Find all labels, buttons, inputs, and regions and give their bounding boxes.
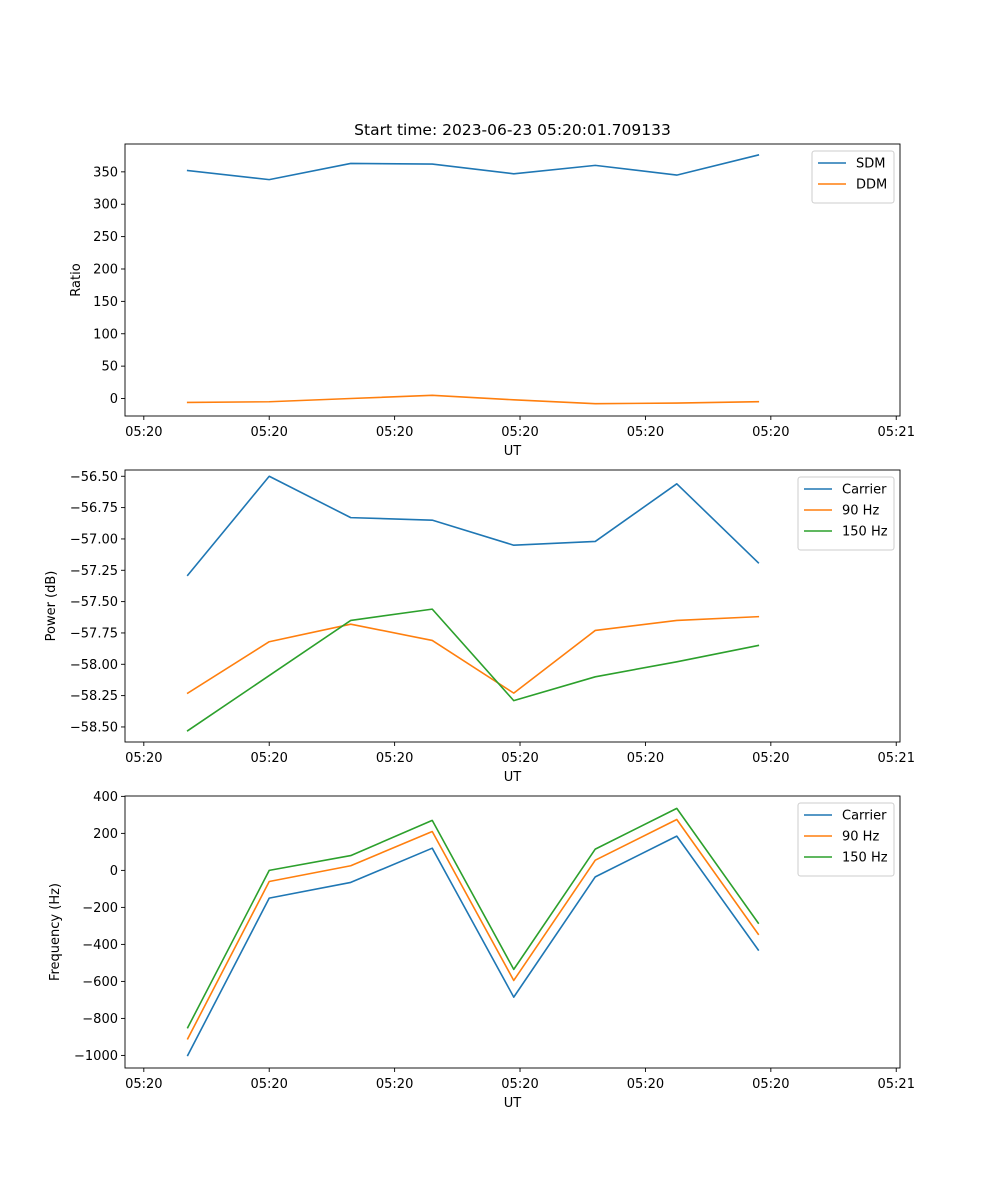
figure-title: Start time: 2023-06-23 05:20:01.709133 — [354, 121, 671, 139]
series-line-2 — [186, 818, 760, 1040]
y-tick-label: 300 — [93, 198, 118, 213]
y-tick-label: −57.50 — [70, 595, 118, 610]
x-tick-label: 05:21 — [878, 751, 915, 766]
x-tick-label: 05:21 — [878, 1077, 915, 1092]
panel-1: 05:20 05:20 05:20 05:20 05:20 05:20 05:21 0 50 10… — [69, 143, 915, 459]
y-tick-label: 100 — [93, 327, 118, 342]
x-axis-label: UT — [504, 1096, 522, 1111]
y-tick-label: −57.75 — [70, 626, 118, 641]
y-tick-label: −57.25 — [70, 564, 118, 579]
y-tick-label: 50 — [101, 360, 118, 375]
axes-frame — [124, 795, 901, 1069]
panel-2: 05:20 05:20 05:20 05:20 05:20 05:20 05:21 −58.5… — [44, 469, 915, 785]
series-line-1 — [186, 154, 760, 181]
y-tick-label: 0 — [110, 392, 118, 407]
series-line-2 — [186, 615, 760, 695]
panel-3: 05:20 05:20 05:20 05:20 05:20 05:20 05:21 −1000… — [48, 790, 915, 1111]
y-tick-label: −1000 — [74, 1049, 118, 1064]
legend-frame — [811, 150, 895, 204]
x-tick-label: 05:20 — [627, 425, 664, 440]
y-tick-label: −400 — [82, 938, 118, 953]
legend-label-2: DDM — [856, 178, 887, 193]
x-axis-label: UT — [504, 444, 522, 459]
x-axis-label: UT — [504, 770, 522, 785]
axes-frame — [124, 469, 901, 743]
y-tick-label: −200 — [82, 901, 118, 916]
y-tick-label: −56.75 — [70, 501, 118, 516]
x-tick-label: 05:20 — [627, 751, 664, 766]
x-tick-label: 05:20 — [501, 1077, 538, 1092]
x-tick-label: 05:20 — [250, 425, 287, 440]
y-tick-label: −600 — [82, 975, 118, 990]
y-tick-label: −800 — [82, 1012, 118, 1027]
y-tick-label: −58.25 — [70, 689, 118, 704]
y-tick-label: 250 — [93, 230, 118, 245]
series-line-1 — [186, 835, 760, 1057]
panels: 05:20 05:20 05:20 05:20 05:20 05:20 05:21 0 50 10… — [44, 143, 915, 1111]
y-tick-label: −58.50 — [70, 720, 118, 735]
x-tick-label: 05:20 — [627, 1077, 664, 1092]
y-tick-label: 350 — [93, 165, 118, 180]
legend-label-1: Carrier — [842, 809, 887, 824]
legend: Carrier 90 Hz 150 Hz — [797, 802, 895, 877]
x-tick-label: 05:20 — [501, 751, 538, 766]
x-tick-label: 05:20 — [125, 425, 162, 440]
series-line-1 — [186, 475, 760, 577]
y-axis-label: Ratio — [69, 263, 84, 296]
series-line-2 — [186, 394, 760, 405]
x-tick-label: 05:20 — [376, 425, 413, 440]
y-tick-label: 150 — [93, 295, 118, 310]
axes-frame — [124, 143, 901, 417]
legend-label-1: SDM — [856, 157, 885, 172]
legend-label-2: 90 Hz — [842, 830, 879, 845]
x-tick-label: 05:20 — [250, 751, 287, 766]
y-axis-label: Power (dB) — [44, 571, 59, 642]
y-tick-label: 0 — [110, 864, 118, 879]
legend-label-3: 150 Hz — [842, 851, 888, 866]
y-tick-label: −58.00 — [70, 658, 118, 673]
y-tick-label: −56.50 — [70, 470, 118, 485]
legend: SDM DDM — [811, 150, 895, 204]
legend: Carrier 90 Hz 150 Hz — [797, 476, 895, 551]
legend-label-3: 150 Hz — [842, 525, 888, 540]
legend-label-1: Carrier — [842, 483, 887, 498]
x-tick-label: 05:20 — [752, 1077, 789, 1092]
legend-label-2: 90 Hz — [842, 504, 879, 519]
series-line-3 — [186, 608, 760, 732]
x-tick-label: 05:20 — [501, 425, 538, 440]
y-tick-label: 200 — [93, 262, 118, 277]
x-tick-label: 05:20 — [125, 751, 162, 766]
x-tick-label: 05:20 — [376, 751, 413, 766]
x-tick-label: 05:20 — [250, 1077, 287, 1092]
x-tick-label: 05:21 — [878, 425, 915, 440]
x-tick-label: 05:20 — [752, 751, 789, 766]
y-axis-label: Frequency (Hz) — [48, 883, 63, 981]
x-tick-label: 05:20 — [752, 425, 789, 440]
y-tick-label: 200 — [93, 827, 118, 842]
x-tick-label: 05:20 — [125, 1077, 162, 1092]
y-tick-label: −57.00 — [70, 532, 118, 547]
y-tick-label: 400 — [93, 790, 118, 805]
series-line-3 — [186, 807, 760, 1029]
x-tick-label: 05:20 — [376, 1077, 413, 1092]
